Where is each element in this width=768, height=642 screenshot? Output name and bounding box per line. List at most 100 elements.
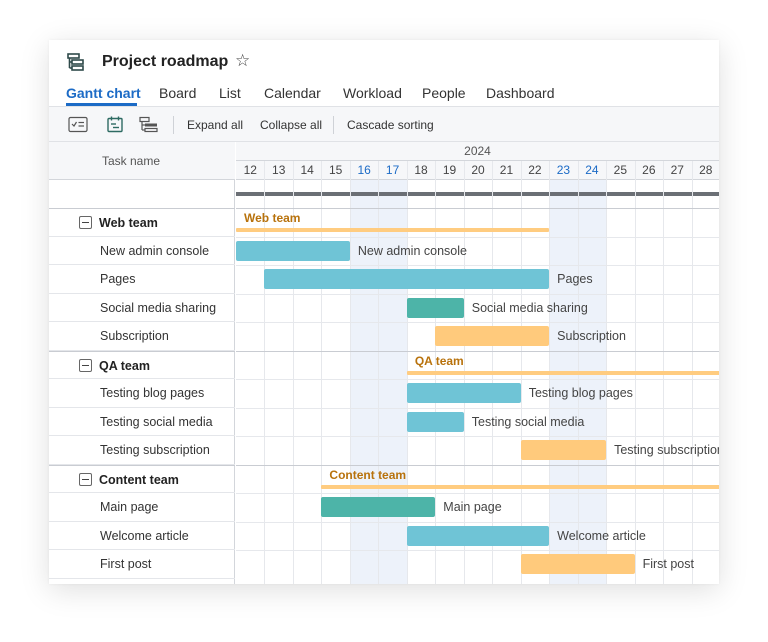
task-row[interactable]: Pages xyxy=(49,265,235,294)
tab-list[interactable]: List xyxy=(219,85,241,101)
day-gridline xyxy=(577,180,579,584)
toolbar-divider xyxy=(173,116,174,134)
collapse-toggle-icon[interactable] xyxy=(79,216,92,229)
task-row[interactable]: Welcome article xyxy=(49,522,235,550)
cascade-sorting-button[interactable]: Cascade sorting xyxy=(347,118,434,132)
task-bar[interactable] xyxy=(520,554,635,574)
task-bar[interactable] xyxy=(264,269,550,289)
active-tab-underline xyxy=(66,103,137,106)
page-title: Project roadmap xyxy=(102,53,229,70)
project-summary-bar xyxy=(236,192,719,196)
tab-workload[interactable]: Workload xyxy=(343,85,402,101)
collapse-all-button[interactable]: Collapse all xyxy=(260,118,323,132)
star-icon[interactable]: ☆ xyxy=(235,51,251,70)
task-bar[interactable] xyxy=(236,240,350,261)
task-row[interactable]: Testing subscription xyxy=(49,436,235,465)
row-divider xyxy=(236,322,719,323)
task-row[interactable]: New admin console xyxy=(49,237,235,265)
day-label: 17 xyxy=(385,163,400,177)
row-divider xyxy=(236,236,719,238)
task-bar[interactable] xyxy=(406,525,550,546)
day-header-divider xyxy=(663,161,665,180)
group-divider xyxy=(236,350,719,352)
group-name: QA team xyxy=(99,358,150,373)
day-header-divider xyxy=(321,161,323,180)
row-divider xyxy=(236,436,719,437)
group-summary-bar[interactable] xyxy=(321,484,719,489)
task-bar[interactable] xyxy=(406,383,521,403)
day-gridline xyxy=(292,180,294,584)
task-bar-label: Main page xyxy=(443,500,502,514)
hierarchy-icon[interactable] xyxy=(139,116,159,133)
task-column-header: Task name xyxy=(49,142,235,180)
header: Project roadmap ☆ Gantt chart Board List… xyxy=(49,40,719,106)
year-header: 2024 xyxy=(236,142,719,161)
task-row[interactable]: First post xyxy=(49,550,235,579)
group-summary-bar[interactable] xyxy=(236,228,550,232)
task-bar-label: Pages xyxy=(557,272,593,286)
task-bar[interactable] xyxy=(520,440,607,460)
row-divider xyxy=(236,521,719,523)
day-gridline xyxy=(321,180,323,584)
row-divider xyxy=(236,379,719,380)
day-label: 18 xyxy=(414,163,428,177)
task-bar-label: Social media sharing xyxy=(471,300,588,315)
group-summary-bar[interactable] xyxy=(406,370,719,375)
year-label: 2024 xyxy=(464,144,491,158)
tab-calendar[interactable]: Calendar xyxy=(264,85,321,101)
task-bar-label: Welcome article xyxy=(557,528,646,543)
task-name: Testing subscription xyxy=(100,443,210,457)
day-gridline xyxy=(492,180,494,584)
row-divider xyxy=(236,493,719,494)
group-bar-label: QA team xyxy=(414,353,464,368)
day-label: 20 xyxy=(471,163,485,177)
task-bar-label: Subscription xyxy=(557,329,626,343)
group-divider xyxy=(236,464,719,466)
gantt-window: Project roadmap ☆ Gantt chart Board List… xyxy=(49,40,719,584)
day-gridline xyxy=(264,180,266,584)
group-name: Web team xyxy=(99,216,158,230)
task-row[interactable]: Social media sharing xyxy=(49,294,235,322)
day-header-divider xyxy=(634,161,636,180)
task-bar[interactable] xyxy=(435,326,550,346)
group-bar-label: Content team xyxy=(329,467,407,482)
expand-all-button[interactable]: Expand all xyxy=(187,118,244,132)
day-gridline xyxy=(663,180,665,584)
collapse-toggle-icon[interactable] xyxy=(79,358,92,372)
day-label: 27 xyxy=(670,163,684,177)
day-header-divider xyxy=(549,161,551,180)
tab-gantt-chart[interactable]: Gantt chart xyxy=(66,85,141,101)
task-bar[interactable] xyxy=(406,297,464,318)
task-bar-label: Testing social media xyxy=(471,414,585,429)
group-row[interactable]: Web team xyxy=(49,208,235,237)
tab-board[interactable]: Board xyxy=(159,85,197,101)
group-row[interactable]: QA team xyxy=(49,350,235,379)
task-row[interactable]: Testing social media xyxy=(49,408,235,436)
schedule-icon[interactable] xyxy=(105,116,125,133)
day-label: 23 xyxy=(556,163,571,177)
task-bar[interactable] xyxy=(321,497,436,517)
day-label: 25 xyxy=(613,163,628,177)
task-row[interactable]: Subscription xyxy=(49,322,235,351)
task-row[interactable]: Testing blog pages xyxy=(49,379,235,408)
task-name: Pages xyxy=(100,272,136,286)
highlighted-day-column xyxy=(349,180,379,584)
tab-people[interactable]: People xyxy=(422,85,466,101)
task-row[interactable]: Main page xyxy=(49,493,235,522)
days-header: 12 13 14 15 16 17 18 19 20 21 22 23 24 25 26 27 28 xyxy=(236,161,719,180)
day-gridline xyxy=(378,180,380,584)
day-label: 24 xyxy=(585,163,599,177)
checklist-icon[interactable] xyxy=(68,116,88,133)
day-header-divider xyxy=(606,161,608,180)
task-bar-label: First post xyxy=(642,557,694,571)
highlighted-day-column xyxy=(549,180,578,584)
group-row[interactable]: Content team xyxy=(49,464,235,493)
task-bar[interactable] xyxy=(406,411,464,432)
day-header-divider xyxy=(520,161,522,180)
row-divider xyxy=(236,550,719,551)
tab-dashboard[interactable]: Dashboard xyxy=(486,85,555,101)
collapse-toggle-icon[interactable] xyxy=(79,472,92,486)
day-label: 12 xyxy=(243,163,257,177)
task-name: Main page xyxy=(100,500,159,514)
task-name: Welcome article xyxy=(100,528,189,543)
